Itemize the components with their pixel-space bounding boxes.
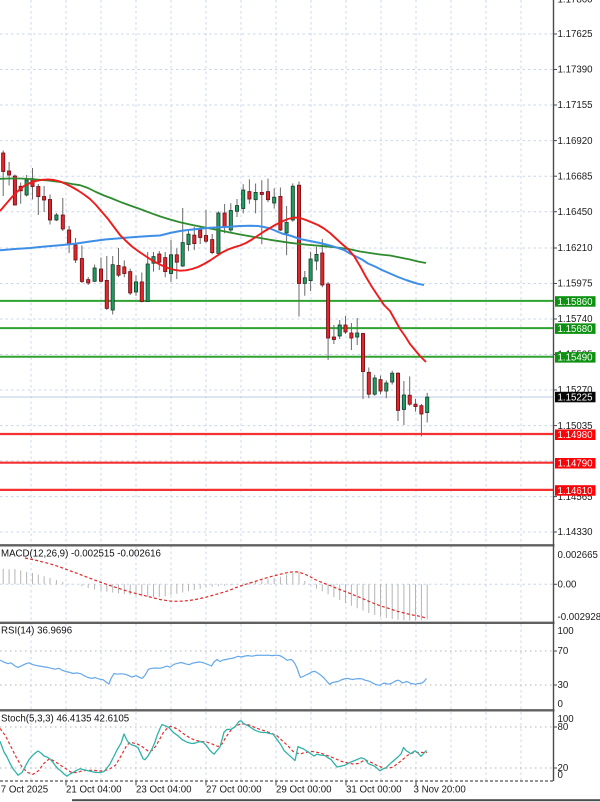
svg-text:1.16210: 1.16210 [558,243,594,254]
svg-text:100: 100 [558,714,575,725]
svg-text:30: 30 [558,680,569,691]
svg-text:1.17860: 1.17860 [558,0,594,6]
svg-text:RSI(14) 36.9696: RSI(14) 36.9696 [1,626,72,637]
svg-text:1.14565: 1.14565 [558,492,593,503]
svg-text:1.15680: 1.15680 [557,324,593,335]
svg-text:1.14330: 1.14330 [558,527,594,538]
svg-text:20: 20 [558,763,569,774]
svg-text:1.15225: 1.15225 [557,392,592,403]
svg-text:1.14610: 1.14610 [557,486,593,497]
svg-text:1.17390: 1.17390 [558,65,594,76]
svg-text:-0.002928: -0.002928 [558,612,600,623]
svg-text:31 Oct 00:00: 31 Oct 00:00 [346,785,402,796]
svg-text:100: 100 [558,626,575,637]
svg-text:23 Oct 04:00: 23 Oct 04:00 [136,785,192,796]
svg-text:1.15975: 1.15975 [558,279,593,290]
svg-text:21 Oct 04:00: 21 Oct 04:00 [66,785,122,796]
svg-text:MACD(12,26,9) -0.002515 -0.002: MACD(12,26,9) -0.002515 -0.002616 [1,549,161,560]
svg-text:1.17625: 1.17625 [558,29,593,40]
svg-text:Stoch(5,3,3) 46.4135 42.6105: Stoch(5,3,3) 46.4135 42.6105 [1,714,129,725]
svg-text:1.15270: 1.15270 [558,385,594,396]
svg-text:70: 70 [558,646,569,657]
svg-text:7 Oct 2025: 7 Oct 2025 [1,785,48,796]
svg-text:1.16920: 1.16920 [558,136,594,147]
svg-text:1.16450: 1.16450 [558,207,594,218]
svg-text:80: 80 [558,722,569,733]
svg-text:1.14790: 1.14790 [557,459,593,470]
svg-text:29 Oct 00:00: 29 Oct 00:00 [276,785,332,796]
svg-text:1.15860: 1.15860 [557,297,593,308]
svg-text:27 Oct 00:00: 27 Oct 00:00 [206,785,262,796]
svg-text:1.15740: 1.15740 [558,314,594,325]
svg-text:1.16685: 1.16685 [558,171,593,182]
svg-text:0: 0 [558,770,564,781]
svg-text:1.15490: 1.15490 [557,353,593,364]
svg-text:0.00: 0.00 [558,580,577,591]
svg-text:0.002665: 0.002665 [558,550,598,561]
svg-text:1.14980: 1.14980 [557,430,593,441]
svg-text:3 Nov 20:00: 3 Nov 20:00 [414,785,467,796]
svg-text:0: 0 [558,699,564,710]
svg-text:1.17155: 1.17155 [558,100,593,111]
svg-text:1.15035: 1.15035 [558,421,593,432]
